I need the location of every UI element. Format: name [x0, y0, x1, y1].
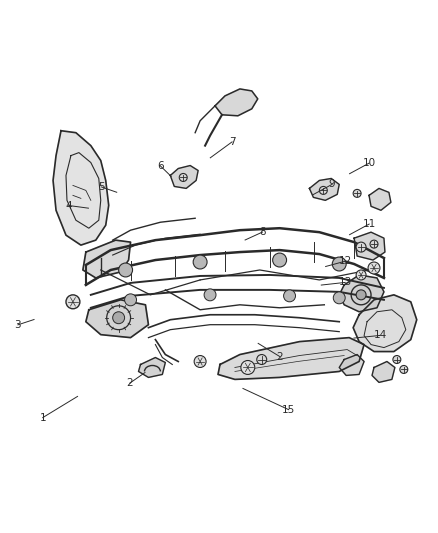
Polygon shape — [53, 131, 109, 245]
Text: 4: 4 — [66, 200, 72, 211]
Text: 8: 8 — [259, 227, 266, 237]
Circle shape — [332, 257, 346, 271]
Text: 15: 15 — [282, 405, 295, 415]
Polygon shape — [170, 166, 198, 188]
Text: 2: 2 — [277, 352, 283, 361]
Text: 6: 6 — [157, 161, 163, 171]
Text: 3: 3 — [14, 320, 21, 330]
Circle shape — [241, 360, 255, 375]
Polygon shape — [372, 361, 395, 382]
Polygon shape — [86, 300, 148, 337]
Polygon shape — [353, 295, 417, 352]
Text: 1: 1 — [39, 413, 46, 423]
Text: 7: 7 — [229, 137, 235, 147]
Circle shape — [368, 262, 380, 274]
Circle shape — [119, 263, 133, 277]
Circle shape — [124, 294, 137, 306]
Polygon shape — [354, 232, 385, 260]
Text: 5: 5 — [98, 182, 105, 192]
Circle shape — [333, 292, 345, 304]
Circle shape — [179, 173, 187, 181]
Circle shape — [273, 253, 286, 267]
Polygon shape — [83, 240, 131, 278]
Circle shape — [356, 270, 366, 280]
Text: 9: 9 — [329, 179, 336, 189]
Circle shape — [356, 242, 366, 252]
Circle shape — [194, 356, 206, 367]
Circle shape — [257, 354, 267, 365]
Circle shape — [319, 187, 327, 195]
Text: 10: 10 — [363, 158, 376, 168]
Text: 13: 13 — [339, 277, 352, 287]
Circle shape — [393, 356, 401, 364]
Polygon shape — [218, 337, 364, 379]
Circle shape — [193, 255, 207, 269]
Circle shape — [370, 240, 378, 248]
Polygon shape — [369, 188, 391, 211]
Circle shape — [66, 295, 80, 309]
Circle shape — [400, 366, 408, 374]
Polygon shape — [339, 354, 364, 375]
Text: 2: 2 — [127, 378, 133, 388]
Polygon shape — [309, 179, 339, 200]
Text: 14: 14 — [374, 330, 387, 341]
Circle shape — [356, 290, 366, 300]
Text: 11: 11 — [363, 219, 376, 229]
Circle shape — [353, 189, 361, 197]
Text: 12: 12 — [339, 256, 352, 266]
Polygon shape — [138, 358, 165, 377]
Circle shape — [283, 290, 296, 302]
Circle shape — [204, 289, 216, 301]
Circle shape — [113, 312, 124, 324]
Polygon shape — [215, 89, 258, 116]
Polygon shape — [339, 275, 384, 312]
